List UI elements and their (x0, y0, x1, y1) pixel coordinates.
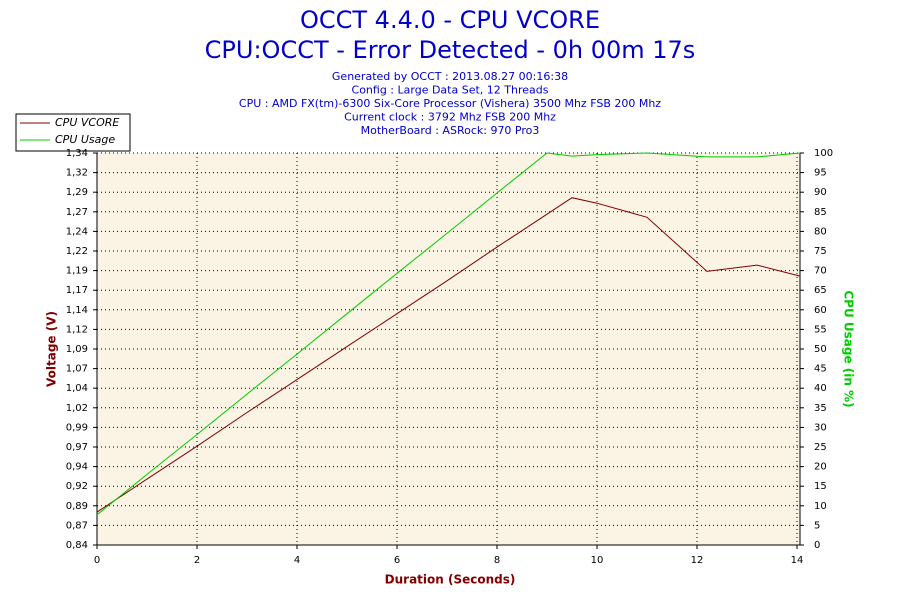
y-axis-label: Voltage (V) (45, 311, 59, 387)
y2-tick-label: 95 (814, 168, 827, 179)
info-line: Generated by OCCT : 2013.08.27 00:16:38 (332, 70, 568, 83)
y2-tick-label: 45 (814, 364, 827, 375)
legend-label: CPU VCORE (55, 116, 119, 129)
y2-tick-label: 0 (814, 540, 820, 551)
y-tick-label: 1,14 (66, 305, 88, 316)
x-tick-label: 6 (394, 555, 400, 566)
y-tick-label: 0,94 (66, 462, 88, 473)
legend-label: CPU Usage (55, 133, 115, 146)
y-tick-label: 1,12 (66, 324, 88, 335)
info-line: CPU : AMD FX(tm)-6300 Six-Core Processor… (239, 97, 661, 110)
y-tick-label: 0,97 (66, 442, 88, 453)
y2-tick-label: 55 (814, 324, 827, 335)
y2-tick-label: 90 (814, 187, 827, 198)
y2-tick-label: 20 (814, 462, 827, 473)
y-tick-label: 1,34 (66, 148, 88, 159)
info-line: Current clock : 3792 Mhz FSB 200 Mhz (344, 111, 556, 124)
y-tick-label: 1,17 (66, 285, 88, 296)
series-line (96, 152, 801, 516)
y2-tick-label: 75 (814, 246, 827, 257)
y-tick-label: 1,09 (66, 344, 88, 355)
y2-tick-label: 50 (814, 344, 827, 355)
y2-axis-label: CPU Usage (in %) (842, 290, 856, 407)
y-tick-label: 1,07 (66, 364, 88, 375)
info-line: Config : Large Data Set, 12 Threads (352, 84, 549, 97)
y2-tick-label: 85 (814, 207, 827, 218)
y2-tick-label: 10 (814, 501, 827, 512)
y-tick-label: 1,04 (66, 383, 88, 394)
y-tick-label: 1,27 (66, 207, 88, 218)
y-tick-label: 1,24 (66, 226, 88, 237)
y2-tick-label: 40 (814, 383, 827, 394)
y-tick-label: 0,92 (66, 481, 88, 492)
y-tick-label: 1,02 (66, 403, 88, 414)
chart-subtitle: CPU:OCCT - Error Detected - 0h 00m 17s (205, 36, 696, 64)
y2-tick-label: 5 (814, 520, 820, 531)
x-tick-label: 2 (194, 555, 200, 566)
y2-tick-label: 65 (814, 285, 827, 296)
y2-tick-label: 30 (814, 422, 827, 433)
y-tick-label: 1,19 (66, 266, 88, 277)
y-tick-label: 1,22 (66, 246, 88, 257)
y2-tick-label: 80 (814, 226, 827, 237)
x-axis-label: Duration (Seconds) (385, 573, 516, 587)
y2-tick-label: 35 (814, 403, 827, 414)
x-tick-label: 0 (94, 555, 100, 566)
y2-tick-label: 100 (814, 148, 833, 159)
y-tick-label: 0,84 (66, 540, 88, 551)
series-line (96, 197, 801, 513)
y-tick-label: 1,29 (66, 187, 88, 198)
x-tick-label: 8 (494, 555, 500, 566)
y-tick-label: 0,87 (66, 520, 88, 531)
y2-tick-label: 15 (814, 481, 827, 492)
y-tick-label: 0,89 (66, 501, 88, 512)
y2-tick-label: 25 (814, 442, 827, 453)
y2-tick-label: 70 (814, 266, 827, 277)
plot-area (97, 153, 800, 545)
legend (15, 113, 131, 152)
x-tick-label: 12 (691, 555, 704, 566)
y-tick-label: 1,32 (66, 168, 88, 179)
x-tick-label: 4 (294, 555, 300, 566)
info-line: MotherBoard : ASRock: 970 Pro3 (361, 124, 540, 137)
x-tick-label: 14 (791, 555, 804, 566)
x-tick-label: 10 (591, 555, 604, 566)
y2-tick-label: 60 (814, 305, 827, 316)
chart-title: OCCT 4.4.0 - CPU VCORE (300, 6, 600, 34)
y-tick-label: 0,99 (66, 422, 88, 433)
